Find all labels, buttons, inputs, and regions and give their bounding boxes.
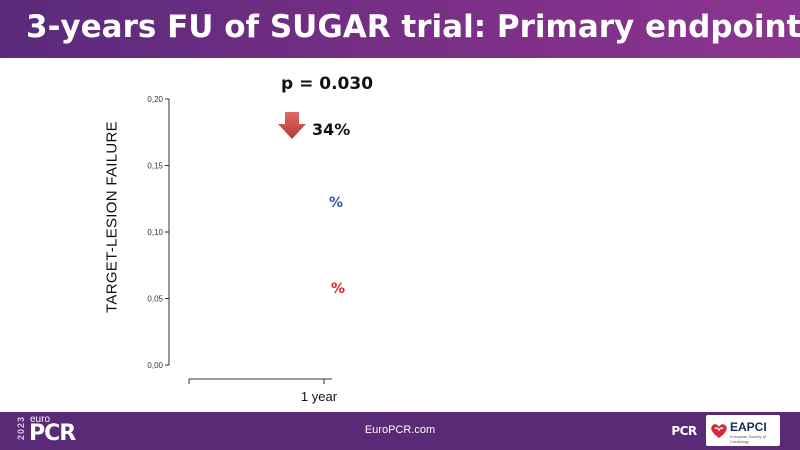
series-value-label-red: % — [331, 281, 346, 297]
europcr-logo: 2023 euro PCR — [16, 414, 82, 448]
pcr-badge-logo: PCR — [671, 424, 697, 438]
heart-icon — [711, 424, 727, 438]
y-tick-label: 0,00 — [147, 361, 163, 370]
y-tick-label: 0,10 — [147, 228, 163, 237]
footer-url: EuroPCR.com — [364, 424, 436, 436]
chart-axes: 0,00 0,05 0,10 0,15 0,20 1 year — [147, 95, 337, 404]
down-arrow-icon — [278, 112, 306, 139]
y-tick-label: 0,20 — [147, 95, 163, 104]
x-tick-label: 1 year — [301, 389, 338, 404]
logo-pcr: PCR — [29, 421, 76, 446]
slide-title: 3-years FU of SUGAR trial: Primary endpo… — [26, 9, 800, 45]
eapci-subtitle: European Society of Cardiology — [730, 434, 767, 444]
eapci-logo: EAPCI European Society of Cardiology — [706, 415, 780, 446]
logo-euro: euro — [30, 414, 51, 425]
y-axis-label: TARGET-LESION FAILURE — [103, 121, 121, 313]
reduction-label: 34% — [312, 120, 351, 139]
footer-bar: 2023 euro PCR EuroPCR.com PCR EAPCI Euro… — [0, 412, 800, 450]
eapci-text: EAPCI — [730, 420, 767, 434]
header-bar: 3-years FU of SUGAR trial: Primary endpo… — [0, 0, 800, 58]
y-tick-label: 0,15 — [147, 162, 163, 171]
y-tick-label: 0,05 — [147, 295, 163, 304]
series-value-label-blue: % — [329, 195, 344, 211]
p-value-label: p = 0.030 — [281, 74, 374, 94]
